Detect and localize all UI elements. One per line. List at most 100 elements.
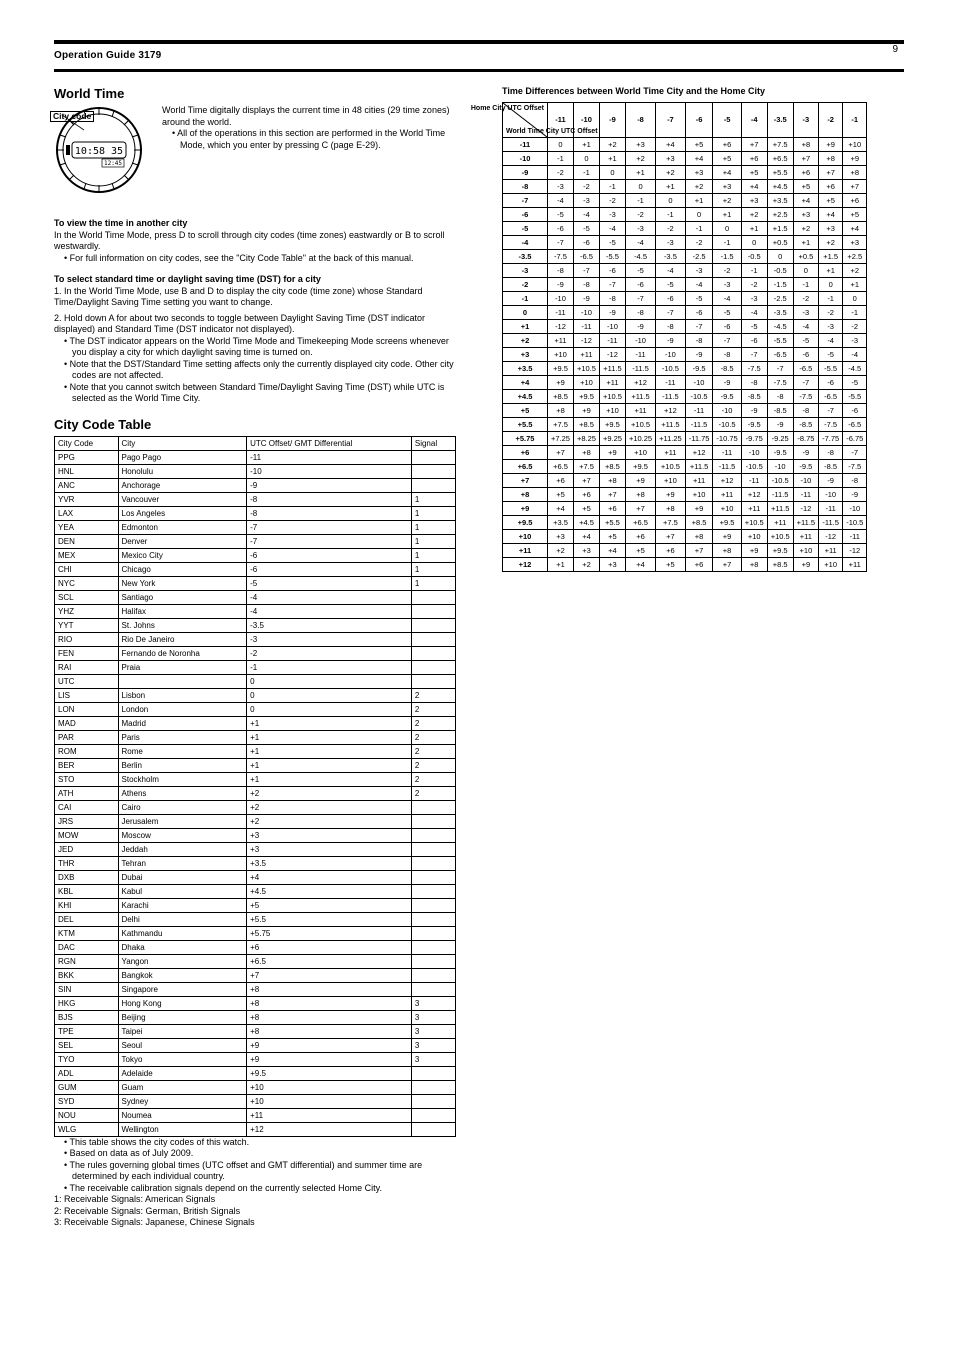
table-cell: +9.5 xyxy=(767,543,793,557)
dst-table-heading: Time Differences between World Time City… xyxy=(502,86,904,98)
table-cell xyxy=(411,940,455,954)
table-cell: Kathmandu xyxy=(118,926,247,940)
table-cell: -12 xyxy=(793,501,818,515)
dst-col-header: -6 xyxy=(685,102,713,137)
table-cell: +7.5 xyxy=(767,137,793,151)
table-cell: Jeddah xyxy=(118,842,247,856)
table-cell: +10.5 xyxy=(767,529,793,543)
table-cell: +10 xyxy=(843,137,867,151)
table-cell: +1 xyxy=(625,165,655,179)
table-row: PPGPago Pago-11 xyxy=(55,450,456,464)
table-cell: MEX xyxy=(55,548,119,562)
table-cell: +2 xyxy=(793,221,818,235)
table-cell: -5 xyxy=(819,347,843,361)
table-cell: +9 xyxy=(625,473,655,487)
citytable-signals-lead: The receivable calibration signals depen… xyxy=(72,1183,456,1195)
table-cell: Praia xyxy=(118,660,247,674)
table-cell: +5 xyxy=(741,165,767,179)
table-cell: +1 xyxy=(819,263,843,277)
table-cell: +11 xyxy=(548,333,574,347)
table-cell: PAR xyxy=(55,730,119,744)
table-cell: +12 xyxy=(247,1122,412,1136)
table-cell: -7 xyxy=(656,305,686,319)
table-cell: -9 xyxy=(548,277,574,291)
table-cell: -3.5 xyxy=(247,618,412,632)
table-cell: +7.25 xyxy=(548,431,574,445)
dst-row-header: -11 xyxy=(503,137,548,151)
table-cell: -7.5 xyxy=(843,459,867,473)
table-cell: -1 xyxy=(573,165,599,179)
dst-row-header: -6 xyxy=(503,207,548,221)
dst-col-header: -9 xyxy=(599,102,625,137)
doc-title: Operation Guide 3179 xyxy=(54,50,904,61)
table-cell: 3 xyxy=(411,1010,455,1024)
table-cell: NOU xyxy=(55,1108,119,1122)
table-cell xyxy=(411,954,455,968)
table-cell: SCL xyxy=(55,590,119,604)
table-cell: +6 xyxy=(573,487,599,501)
table-cell: -2 xyxy=(599,193,625,207)
table-cell: +6 xyxy=(819,179,843,193)
table-row: DELDelhi+5.5 xyxy=(55,912,456,926)
table-cell: -11 xyxy=(713,445,741,459)
table-cell: 0 xyxy=(573,151,599,165)
table-cell: +5.5 xyxy=(247,912,412,926)
table-cell: -7 xyxy=(767,361,793,375)
table-cell: -2 xyxy=(843,319,867,333)
table-cell: -9 xyxy=(741,403,767,417)
table-cell: Chicago xyxy=(118,562,247,576)
city-code-badge: City code xyxy=(50,111,94,122)
table-cell xyxy=(411,898,455,912)
table-cell: 0 xyxy=(819,277,843,291)
table-cell: +1 xyxy=(247,772,412,786)
table-cell: +1 xyxy=(599,151,625,165)
table-cell: -6 xyxy=(656,291,686,305)
table-cell: +9 xyxy=(819,137,843,151)
table-row: SCLSantiago-4 xyxy=(55,590,456,604)
table-cell: -3 xyxy=(741,291,767,305)
dst-row-header: +12 xyxy=(503,557,548,571)
table-cell: +9 xyxy=(656,487,686,501)
table-cell: -9 xyxy=(685,347,713,361)
table-cell: -2 xyxy=(656,221,686,235)
table-cell: +1 xyxy=(656,179,686,193)
table-cell: -2 xyxy=(548,165,574,179)
table-cell: +6 xyxy=(548,473,574,487)
table-cell: -4 xyxy=(793,319,818,333)
table-row: BERBerlin+12 xyxy=(55,758,456,772)
table-cell xyxy=(118,674,247,688)
table-cell: +8.25 xyxy=(573,431,599,445)
table-cell: YYT xyxy=(55,618,119,632)
table-cell: +4 xyxy=(656,137,686,151)
table-cell: +9 xyxy=(599,445,625,459)
table-cell: CHI xyxy=(55,562,119,576)
table-cell: +8 xyxy=(713,543,741,557)
table-cell: -4.5 xyxy=(767,319,793,333)
table-cell: +12 xyxy=(713,473,741,487)
table-cell: +8 xyxy=(247,982,412,996)
table-cell: +5 xyxy=(599,529,625,543)
table-cell: +11.5 xyxy=(599,361,625,375)
dst-col-header: -2 xyxy=(819,102,843,137)
table-cell: +0.5 xyxy=(767,235,793,249)
table-cell: Anchorage xyxy=(118,478,247,492)
table-cell: +9.5 xyxy=(573,389,599,403)
table-cell: +10 xyxy=(656,473,686,487)
citytable-note: Based on data as of July 2009. xyxy=(72,1148,456,1160)
table-cell: -6 xyxy=(247,548,412,562)
table-cell: -11.5 xyxy=(767,487,793,501)
table-cell: -5 xyxy=(548,207,574,221)
city-table-header: City Code xyxy=(55,436,119,450)
dst-col-header: -3 xyxy=(793,102,818,137)
table-cell: +4 xyxy=(741,179,767,193)
table-cell: +6.5 xyxy=(247,954,412,968)
table-cell: -3 xyxy=(843,333,867,347)
table-row: +12+1+2+3+4+5+6+7+8+8.5+9+10+11 xyxy=(503,557,867,571)
table-cell: -1.5 xyxy=(767,277,793,291)
table-cell: -8 xyxy=(741,375,767,389)
table-cell: -6.5 xyxy=(819,389,843,403)
table-row: BKKBangkok+7 xyxy=(55,968,456,982)
table-cell: -11 xyxy=(819,501,843,515)
table-cell: +11 xyxy=(741,501,767,515)
table-cell: -8.5 xyxy=(767,403,793,417)
